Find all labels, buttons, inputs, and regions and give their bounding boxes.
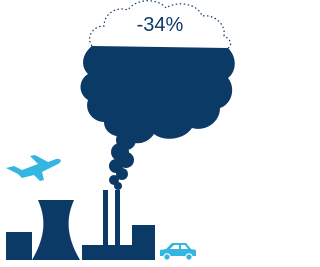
factory (6, 190, 155, 260)
reduction-label: -34% (137, 14, 184, 36)
smoke-trail (109, 130, 136, 190)
car (160, 243, 196, 260)
airplane (6, 155, 61, 181)
smoke-cloud (81, 46, 235, 143)
infographic: -34% (0, 0, 240, 267)
